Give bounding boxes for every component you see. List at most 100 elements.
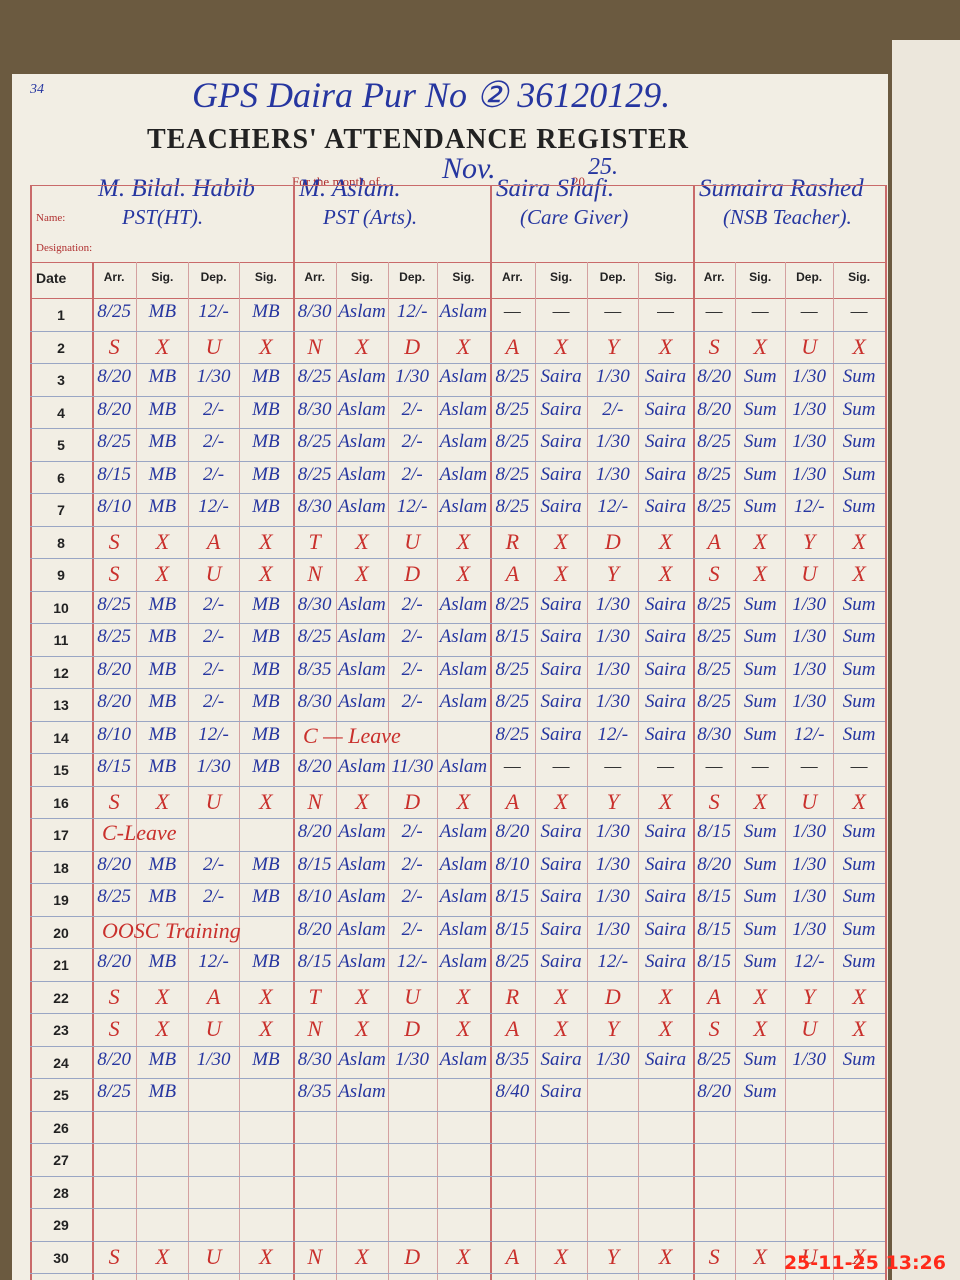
column-header: Dep. <box>399 270 426 284</box>
attendance-entry: X <box>456 1016 471 1041</box>
attendance-entry: — <box>503 756 521 777</box>
date-cell: 14 <box>53 729 69 746</box>
date-cell: 6 <box>57 469 65 486</box>
attendance-entry: Aslam <box>439 366 488 387</box>
year: 25. <box>588 154 618 180</box>
attendance-entry: D <box>404 561 421 586</box>
attendance-entry: Sum <box>842 853 876 875</box>
column-header: Dep. <box>200 270 227 284</box>
attendance-entry: 8/25 <box>495 691 530 712</box>
column-line <box>30 185 32 1280</box>
attendance-entry: 1/30 <box>792 431 827 452</box>
attendance-entry: 1/30 <box>792 821 827 842</box>
attendance-entry: N <box>307 1243 322 1269</box>
attendance-entry: 1/30 <box>792 658 827 680</box>
attendance-entry: Sum <box>743 886 777 907</box>
attendance-entry: Saira <box>540 886 582 907</box>
attendance-entry: A <box>505 788 520 814</box>
column-line <box>436 262 438 1280</box>
column-line <box>92 262 94 1280</box>
attendance-entry: D <box>404 788 421 814</box>
attendance-entry: 2/- <box>203 398 225 420</box>
attendance-entry: X <box>456 983 471 1009</box>
attendance-entry: MB <box>148 496 177 517</box>
rule-line <box>30 330 885 332</box>
attendance-entry: U <box>801 788 818 814</box>
attendance-entry: Saira <box>644 951 687 972</box>
date-cell: 11 <box>53 632 69 648</box>
column-header: Sig. <box>151 270 174 284</box>
attendance-entry: T <box>308 983 321 1009</box>
rule-line <box>30 720 885 722</box>
date-cell: 18 <box>53 859 69 876</box>
attendance-entry: D <box>404 1016 421 1041</box>
leave-note: OOSC Training <box>102 917 241 943</box>
attendance-entry: 2/- <box>203 431 225 452</box>
attendance-entry: X <box>658 1243 673 1269</box>
attendance-entry: 8/25 <box>697 626 731 647</box>
date-cell: 7 <box>57 502 65 518</box>
attendance-entry: 8/20 <box>97 951 131 972</box>
attendance-entry: Saira <box>644 626 687 647</box>
attendance-entry: 1/30 <box>595 821 630 842</box>
attendance-entry: X <box>155 1243 170 1269</box>
attendance-entry: Saira <box>644 398 687 420</box>
column-line <box>735 262 737 1280</box>
attendance-entry: Sum <box>743 593 777 615</box>
attendance-entry: 8/20 <box>297 756 332 777</box>
date-cell: 28 <box>53 1184 69 1201</box>
attendance-entry: 12/- <box>793 951 825 972</box>
attendance-entry: Y <box>803 528 816 554</box>
attendance-entry: Sum <box>842 463 876 485</box>
register-title: TEACHERS' ATTENDANCE REGISTER <box>147 124 689 155</box>
attendance-entry: Aslam <box>439 398 488 420</box>
attendance-entry: Aslam <box>338 431 386 452</box>
date-cell: 13 <box>53 697 69 713</box>
attendance-entry: Aslam <box>338 496 386 517</box>
attendance-entry: 8/20 <box>297 821 332 842</box>
attendance-entry: 8/25 <box>697 691 731 712</box>
attendance-entry: 1/30 <box>595 431 630 452</box>
attendance-entry: Y <box>606 1243 619 1269</box>
attendance-entry: Aslam <box>338 593 386 615</box>
attendance-entry: — <box>503 301 521 322</box>
attendance-entry: Sum <box>743 723 777 745</box>
attendance-entry: 8/15 <box>495 626 530 647</box>
attendance-entry: MB <box>148 593 177 615</box>
attendance-entry: R <box>505 528 520 554</box>
attendance-entry: Saira <box>644 918 687 940</box>
attendance-entry: MB <box>148 626 177 647</box>
date-cell: 24 <box>53 1054 69 1071</box>
attendance-entry: 1/30 <box>595 1048 630 1070</box>
attendance-entry: D <box>404 1243 421 1269</box>
attendance-entry: 2/- <box>401 691 423 712</box>
attendance-entry: 1/30 <box>792 398 827 420</box>
attendance-entry: A <box>707 528 721 554</box>
attendance-entry: 8/25 <box>697 496 731 517</box>
attendance-entry: 8/25 <box>297 431 332 452</box>
rule-line <box>30 1175 885 1177</box>
rule-line <box>30 883 885 884</box>
attendance-entry: 1/30 <box>792 366 827 387</box>
column-header: Sig. <box>452 270 475 284</box>
rule-line <box>30 850 885 852</box>
attendance-entry: 8/25 <box>495 431 530 452</box>
attendance-entry: A <box>206 983 221 1009</box>
date-cell: 19 <box>53 892 69 908</box>
attendance-entry: R <box>505 983 520 1009</box>
attendance-entry: 8/20 <box>97 658 131 680</box>
attendance-entry: 12/- <box>198 723 229 745</box>
name-label: Name: <box>36 212 66 224</box>
attendance-entry: Aslam <box>338 756 386 777</box>
attendance-entry: X <box>355 1243 369 1269</box>
attendance-entry: 2/- <box>203 626 225 647</box>
attendance-entry: Aslam <box>439 918 488 940</box>
attendance-entry: Saira <box>540 723 582 745</box>
attendance-entry: Sum <box>842 431 876 452</box>
column-line <box>490 185 492 1280</box>
rule-line <box>30 460 885 462</box>
attendance-entry: X <box>259 528 273 554</box>
attendance-entry: 8/30 <box>297 496 332 517</box>
attendance-entry: — <box>552 756 570 777</box>
date-cell: 5 <box>57 437 65 453</box>
